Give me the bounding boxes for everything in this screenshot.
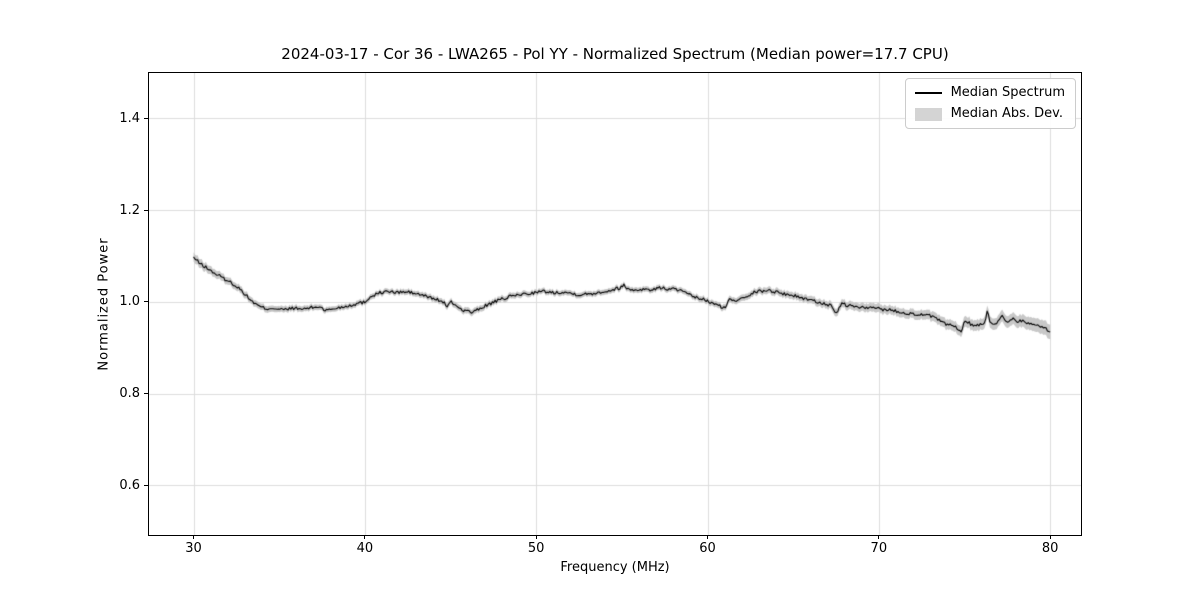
legend-label: Median Spectrum xyxy=(950,85,1065,100)
median-spectrum-line-icon xyxy=(914,92,942,94)
y-tick-mark xyxy=(144,393,148,395)
x-tick-mark xyxy=(535,535,537,539)
spectrum-plot-canvas xyxy=(149,73,1081,535)
x-tick-mark xyxy=(193,535,195,539)
x-tick-mark xyxy=(707,535,708,539)
y-tick-mark xyxy=(144,301,148,303)
y-axis-label: Normalized Power xyxy=(96,237,112,371)
plot-area: Median Spectrum Median Abs. Dev. xyxy=(148,72,1082,536)
y-tick-mark xyxy=(144,209,148,211)
legend-entry-median-abs-dev: Median Abs. Dev. xyxy=(914,106,1065,122)
x-tick-label: 70 xyxy=(870,541,888,556)
x-tick-label: 80 xyxy=(1041,541,1059,556)
legend: Median Spectrum Median Abs. Dev. xyxy=(904,78,1076,129)
y-tick-label: 1.2 xyxy=(119,202,140,218)
y-tick-label: 1.0 xyxy=(119,294,140,310)
x-tick-mark xyxy=(878,535,880,539)
x-tick-label: 30 xyxy=(185,541,202,556)
y-tick-label: 0.8 xyxy=(119,386,140,402)
x-tick-label: 60 xyxy=(699,541,716,556)
chart-title: 2024-03-17 - Cor 36 - LWA265 - Pol YY - … xyxy=(281,45,949,63)
x-tick-mark xyxy=(1049,535,1051,539)
y-tick-label: 1.4 xyxy=(119,110,140,126)
y-tick-mark xyxy=(144,117,148,119)
x-tick-mark xyxy=(364,535,366,539)
x-tick-label: 40 xyxy=(356,541,374,556)
median-abs-dev-patch-icon xyxy=(914,107,942,121)
y-tick-label: 0.6 xyxy=(119,477,140,493)
legend-label: Median Abs. Dev. xyxy=(950,106,1064,121)
x-tick-label: 50 xyxy=(527,541,545,556)
legend-entry-median-spectrum: Median Spectrum xyxy=(914,85,1065,101)
x-axis-label: Frequency (MHz) xyxy=(560,560,670,575)
y-tick-mark xyxy=(144,484,148,486)
